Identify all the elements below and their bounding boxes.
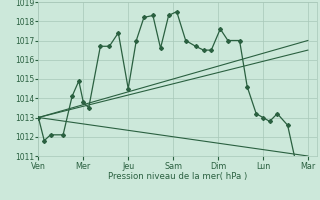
X-axis label: Pression niveau de la mer( hPa ): Pression niveau de la mer( hPa ) bbox=[108, 172, 247, 181]
